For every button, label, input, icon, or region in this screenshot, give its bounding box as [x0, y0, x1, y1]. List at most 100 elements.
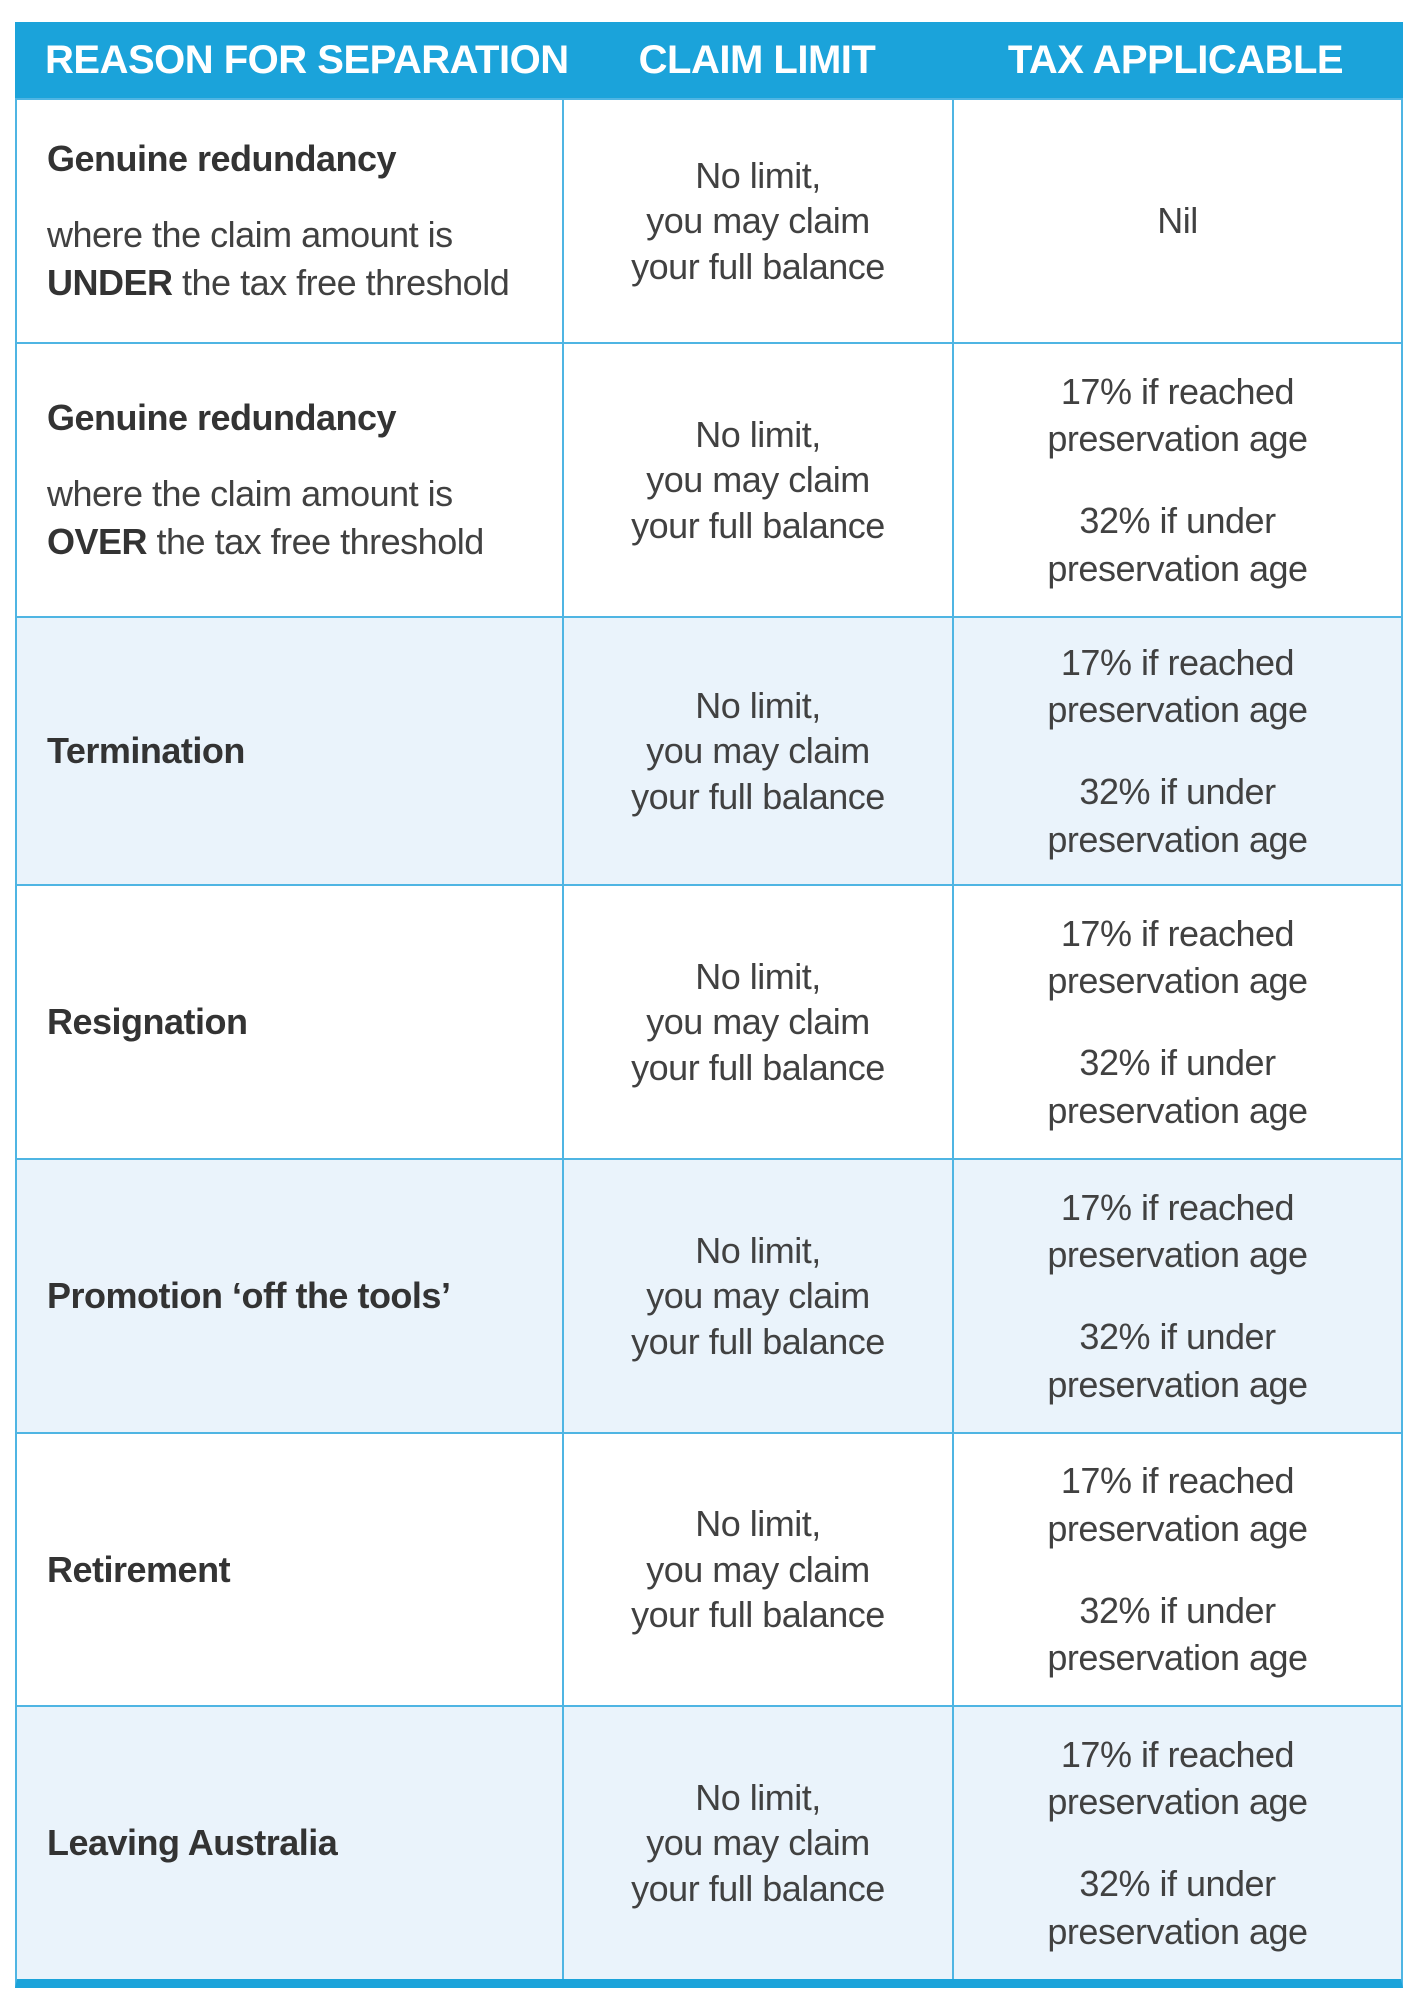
tax-paragraph: 32% if under preservation age	[1047, 1860, 1308, 1955]
tax-paragraph: 32% if under preservation age	[1047, 1313, 1308, 1408]
tax-paragraph: 17% if reached preservation age	[1047, 1457, 1308, 1552]
tax-paragraph: 17% if reached preservation age	[1047, 639, 1308, 734]
header-cell-tax-applicable: TAX APPLICABLE	[1007, 37, 1344, 82]
tax-line: 32% if under	[1079, 1316, 1276, 1357]
reason-cell: Termination	[17, 618, 564, 884]
claim-limit-cell: No limit, you may claim your full balanc…	[564, 1160, 954, 1432]
tax-cell: 17% if reached preservation age 32% if u…	[954, 618, 1401, 884]
tax-paragraph: 17% if reached preservation age	[1047, 1731, 1308, 1826]
tax-line: 17% if reached	[1060, 1460, 1295, 1502]
reason-subtext-emphasis: UNDER	[47, 261, 173, 303]
table-row: Resignation No limit, you may claim your…	[17, 884, 1401, 1158]
reason-title: Promotion ‘off the tools’	[47, 1275, 451, 1317]
claim-line: you may claim	[646, 1001, 870, 1043]
claim-line: you may claim	[646, 200, 870, 242]
tax-line: 17% if reached	[1060, 1733, 1295, 1775]
separation-tax-table: REASON FOR SEPARATION CLAIM LIMIT TAX AP…	[15, 22, 1403, 1988]
table-row: Promotion ‘off the tools’ No limit, you …	[17, 1158, 1401, 1432]
tax-line: 32% if under	[1079, 500, 1276, 541]
reason-cell: Genuine redundancy where the claim amoun…	[17, 100, 564, 342]
table-row: Genuine redundancy where the claim amoun…	[17, 342, 1401, 616]
claim-line: your full balance	[631, 775, 885, 817]
claim-line: No limit,	[695, 154, 821, 196]
reason-subtext: where the claim amount is UNDER the tax …	[47, 211, 510, 306]
claim-line: No limit,	[695, 1776, 821, 1818]
claim-line: you may claim	[646, 1275, 870, 1317]
claim-line: No limit,	[695, 413, 821, 455]
reason-title: Resignation	[47, 1001, 248, 1043]
claim-line: No limit,	[695, 684, 821, 726]
tax-line: preservation age	[1047, 1637, 1308, 1679]
reason-title: Retirement	[47, 1548, 231, 1590]
tax-line: preservation age	[1047, 1910, 1308, 1952]
tax-cell: 17% if reached preservation age 32% if u…	[954, 886, 1401, 1158]
tax-line: 32% if under	[1079, 771, 1276, 812]
reason-title: Genuine redundancy	[47, 396, 397, 438]
claim-line: No limit,	[695, 955, 821, 997]
tax-cell: 17% if reached preservation age 32% if u…	[954, 344, 1401, 616]
claim-line: your full balance	[631, 1320, 885, 1362]
reason-cell: Promotion ‘off the tools’	[17, 1160, 564, 1432]
reason-title: Genuine redundancy	[47, 137, 397, 179]
tax-line: preservation age	[1047, 1089, 1308, 1131]
claim-line: you may claim	[646, 1822, 870, 1864]
reason-subtext-line1: where the claim amount is	[47, 473, 453, 515]
claim-limit-cell: No limit, you may claim your full balanc…	[564, 344, 954, 616]
claim-limit-cell: No limit, you may claim your full balanc…	[564, 886, 954, 1158]
reason-cell: Resignation	[17, 886, 564, 1158]
tax-line: preservation age	[1047, 1781, 1308, 1823]
tax-paragraph: 17% if reached preservation age	[1047, 1184, 1308, 1279]
table-row: Termination No limit, you may claim your…	[17, 616, 1401, 884]
tax-paragraph: 17% if reached preservation age	[1047, 368, 1308, 463]
claim-line: No limit,	[695, 1503, 821, 1545]
claim-line: your full balance	[631, 245, 885, 287]
tax-line: 17% if reached	[1060, 1186, 1295, 1228]
claim-line: you may claim	[646, 730, 870, 772]
tax-paragraph: 32% if under preservation age	[1047, 768, 1308, 863]
claim-line: No limit,	[695, 1229, 821, 1271]
tax-paragraph: 32% if under preservation age	[1047, 1039, 1308, 1134]
claim-line: you may claim	[646, 459, 870, 501]
reason-title: Leaving Australia	[47, 1822, 338, 1864]
tax-line: 32% if under	[1079, 1863, 1276, 1904]
tax-paragraph: 32% if under preservation age	[1047, 497, 1308, 592]
claim-limit-cell: No limit, you may claim your full balanc…	[564, 1434, 954, 1705]
tax-line: 32% if under	[1079, 1042, 1276, 1083]
tax-paragraph: 32% if under preservation age	[1047, 1587, 1308, 1682]
reason-subtext-rest: the tax free threshold	[147, 520, 485, 562]
header-cell-reason: REASON FOR SEPARATION	[45, 37, 569, 82]
claim-limit-cell: No limit, you may claim your full balanc…	[564, 100, 954, 342]
tax-line: preservation age	[1047, 1234, 1308, 1276]
tax-cell: 17% if reached preservation age 32% if u…	[954, 1160, 1401, 1432]
reason-cell: Retirement	[17, 1434, 564, 1705]
tax-line: preservation age	[1047, 418, 1308, 460]
reason-title: Termination	[47, 730, 245, 772]
tax-line: preservation age	[1047, 960, 1308, 1002]
claim-limit-cell: No limit, you may claim your full balanc…	[564, 618, 954, 884]
tax-line: 17% if reached	[1060, 912, 1295, 954]
table-row: Retirement No limit, you may claim your …	[17, 1432, 1401, 1705]
reason-subtext-line1: where the claim amount is	[47, 214, 453, 256]
tax-value: Nil	[1157, 200, 1198, 242]
tax-line: 17% if reached	[1060, 641, 1295, 683]
header-cell-claim-limit: CLAIM LIMIT	[638, 37, 876, 82]
reason-subtext: where the claim amount is OVER the tax f…	[47, 470, 484, 565]
reason-cell: Leaving Australia	[17, 1707, 564, 1979]
reason-subtext-rest: the tax free threshold	[172, 261, 510, 303]
tax-paragraph: 17% if reached preservation age	[1047, 910, 1308, 1005]
table-header-row: REASON FOR SEPARATION CLAIM LIMIT TAX AP…	[15, 22, 1403, 98]
tax-line: 17% if reached	[1060, 370, 1295, 412]
tax-cell: 17% if reached preservation age 32% if u…	[954, 1707, 1401, 1979]
claim-line: your full balance	[631, 1046, 885, 1088]
claim-line: you may claim	[646, 1548, 870, 1590]
table-row: Genuine redundancy where the claim amoun…	[17, 98, 1401, 342]
tax-cell: Nil	[954, 100, 1401, 342]
claim-line: your full balance	[631, 504, 885, 546]
tax-line: preservation age	[1047, 689, 1308, 731]
tax-line: preservation age	[1047, 547, 1308, 589]
table-row: Leaving Australia No limit, you may clai…	[17, 1705, 1401, 1979]
tax-line: 32% if under	[1079, 1589, 1276, 1631]
tax-line: preservation age	[1047, 818, 1308, 860]
claim-line: your full balance	[631, 1594, 885, 1636]
